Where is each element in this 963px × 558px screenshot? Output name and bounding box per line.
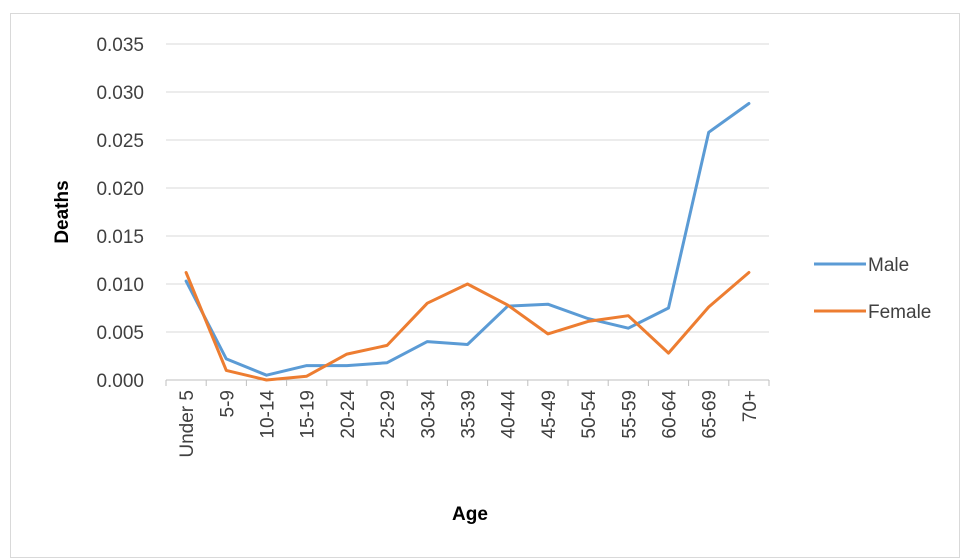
legend-label-male: Male [868, 255, 909, 276]
y-tick-label: 0.015 [96, 227, 144, 248]
series-line-male [184, 102, 751, 377]
x-tick-label: Under 5 [177, 390, 198, 458]
y-tick-label: 0.030 [96, 83, 144, 104]
x-tick-label: 70+ [740, 390, 761, 422]
y-tick-label: 0.025 [96, 131, 144, 152]
series-lines [184, 102, 751, 382]
x-tick-label: 25-29 [378, 390, 399, 439]
x-tick-label: 60-64 [660, 390, 681, 439]
y-tick-label: 0.020 [96, 179, 144, 200]
x-tick-label: 15-19 [298, 390, 319, 439]
legend-label-female: Female [868, 302, 931, 323]
x-tick-label: 20-24 [338, 390, 359, 439]
y-tick-labels: 0.000 0.005 0.010 0.015 0.020 0.025 0.030 0.035 [96, 35, 144, 392]
x-tick-label: 5-9 [217, 390, 238, 417]
x-tick-label: 50-54 [579, 390, 600, 439]
series-line-female [184, 271, 751, 382]
x-tick-label: 10-14 [258, 390, 279, 439]
y-tick-label: 0.005 [96, 323, 144, 344]
x-tick-label: 55-59 [619, 390, 640, 439]
y-tick-label: 0.035 [96, 35, 144, 56]
x-axis: Under 5 5-9 10-14 15-19 20-24 25-29 30-34 35-39… [165, 379, 770, 458]
gridlines [166, 43, 769, 333]
x-tick-label: 65-69 [700, 390, 721, 439]
legend: Male Female [814, 255, 931, 323]
x-tick-label: 35-39 [459, 390, 480, 439]
y-tick-label: 0.000 [96, 371, 144, 392]
x-tick-label: 45-49 [539, 390, 560, 439]
chart-frame [10, 13, 960, 558]
x-tick-label: 40-44 [499, 390, 520, 439]
x-tick-label: 30-34 [418, 390, 439, 439]
y-tick-label: 0.010 [96, 275, 144, 296]
y-axis-title: Deaths [52, 180, 73, 243]
x-axis-title: Age [452, 504, 488, 525]
